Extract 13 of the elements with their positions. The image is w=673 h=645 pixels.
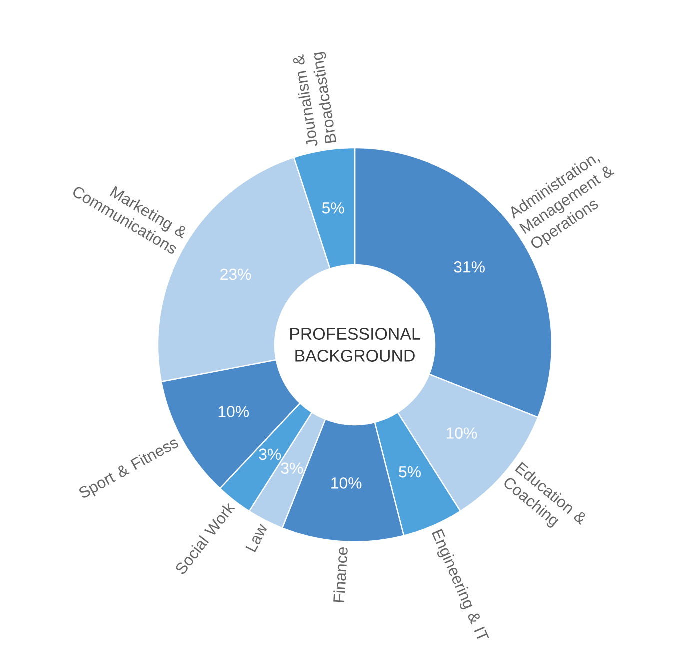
data-label: 5% <box>322 202 344 214</box>
data-label: 10% <box>446 428 478 439</box>
data-label: 3% <box>281 462 304 474</box>
data-label: 10% <box>332 478 362 489</box>
data-label: 23% <box>220 268 252 280</box>
data-label: 31% <box>454 262 485 273</box>
text: PROFESSIONAL BACKGROUND <box>290 328 420 362</box>
slice-label: Journalism & Broadcasting <box>293 52 337 146</box>
slice-label: Finance <box>334 548 348 602</box>
data-label: 10% <box>218 406 250 418</box>
data-label: 3% <box>259 448 282 460</box>
slice-label: Law <box>246 524 267 552</box>
data-label: 5% <box>399 466 421 478</box>
